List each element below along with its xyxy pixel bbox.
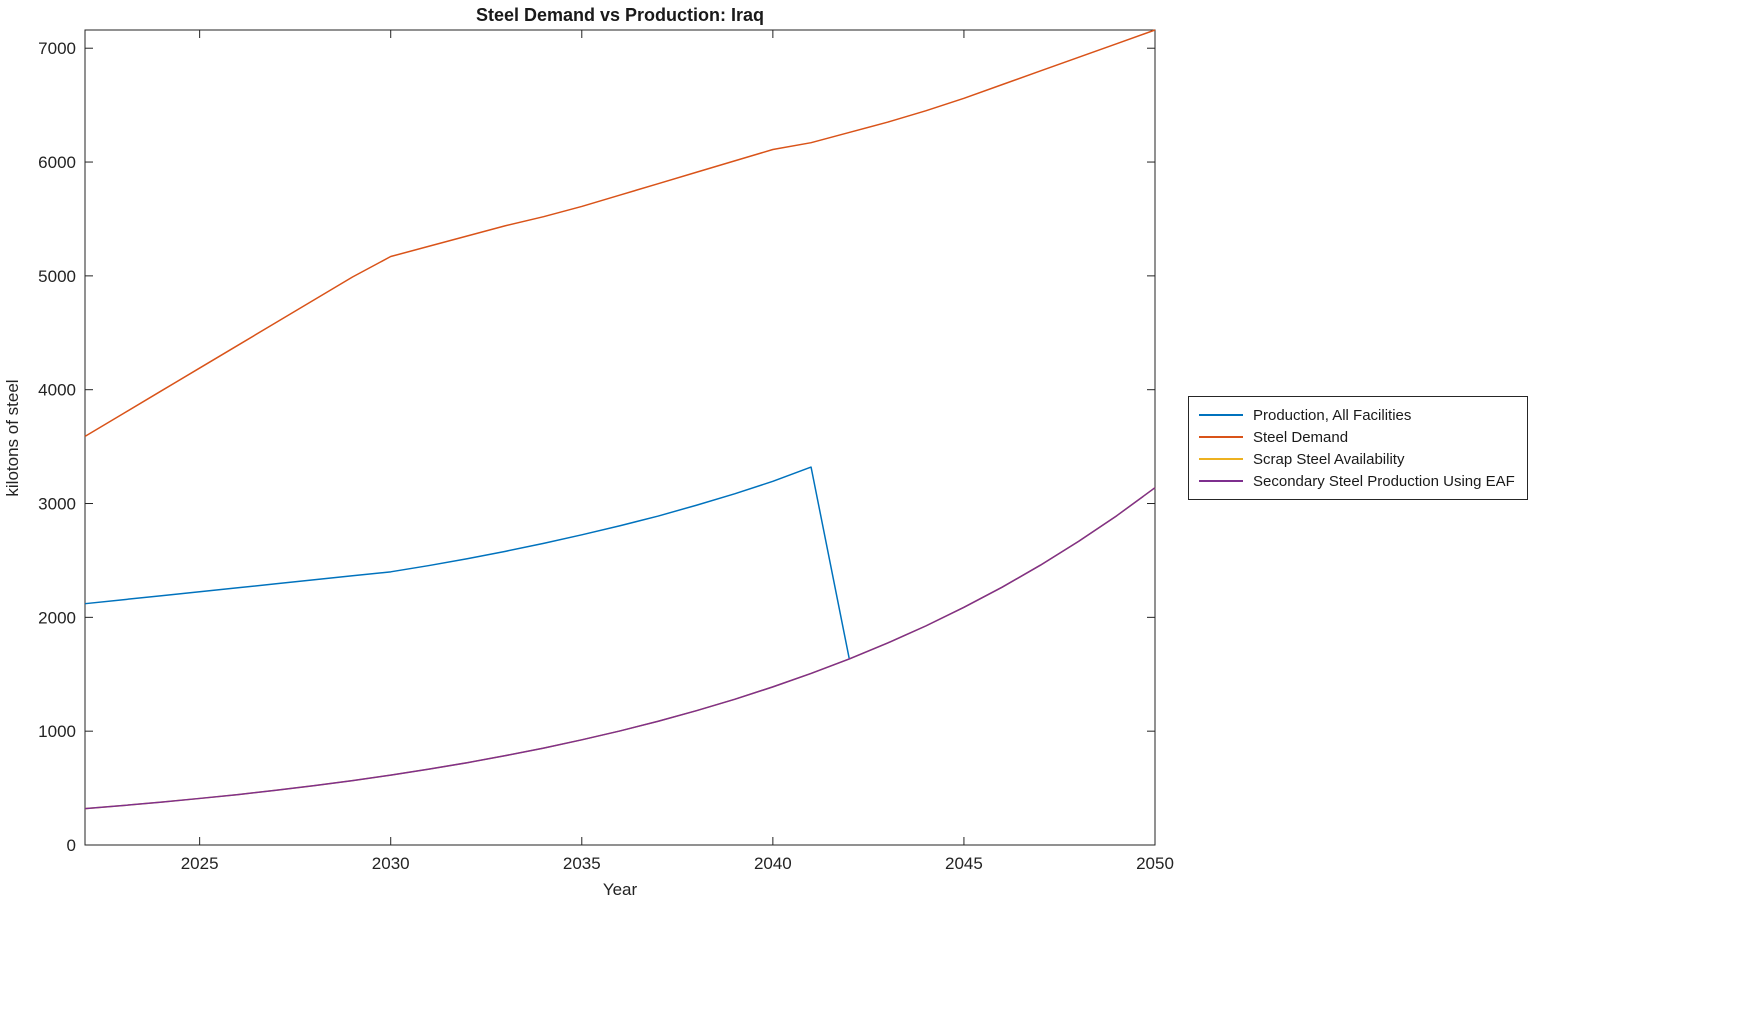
chart-title: Steel Demand vs Production: Iraq (475, 5, 765, 25)
axis-box (84, 29, 1156, 846)
y-axis-label: kilotons of steel (3, 379, 22, 497)
legend-entry-2: Scrap Steel Availability (1199, 448, 1515, 470)
x-tick-label: 2050 (1136, 854, 1174, 873)
legend-line-sample (1199, 414, 1243, 416)
x-tick-label: 2040 (754, 854, 792, 873)
legend-line-sample (1199, 436, 1243, 438)
x-tick-label: 2035 (563, 854, 601, 873)
y-tick-label: 0 (67, 836, 76, 855)
legend-entry-3: Secondary Steel Production Using EAF (1199, 470, 1515, 492)
series-line-0 (84, 466, 851, 660)
y-tick-label: 7000 (38, 39, 76, 58)
y-tick-label: 2000 (38, 608, 76, 627)
x-tick-label: 2025 (181, 854, 219, 873)
y-tick-label: 5000 (38, 267, 76, 286)
legend-line-sample (1199, 458, 1243, 460)
legend-rows: Production, All Facilities Steel Demand Sc… (1199, 404, 1515, 492)
legend-label: Steel Demand (1253, 428, 1349, 446)
legend-label: Scrap Steel Availability (1253, 450, 1405, 468)
y-tick-label: 4000 (38, 381, 76, 400)
series-line-2 (84, 487, 1156, 810)
y-tick-label: 3000 (38, 495, 76, 514)
series-line-3 (84, 487, 1156, 810)
legend-entry-0: Production, All Facilities (1199, 404, 1515, 426)
legend-label: Production, All Facilities (1253, 406, 1412, 424)
legend-line-sample (1199, 480, 1243, 482)
y-tick-label: 1000 (38, 722, 76, 741)
y-tick-label: 6000 (38, 153, 76, 172)
legend-label: Secondary Steel Production Using EAF (1253, 472, 1515, 490)
series-line-1 (84, 29, 1156, 438)
x-axis-label: Year (602, 880, 638, 899)
legend: Production, All Facilities Steel Demand Sc… (1188, 396, 1528, 500)
x-tick-label: 2030 (372, 854, 410, 873)
legend-entry-1: Steel Demand (1199, 426, 1515, 448)
x-tick-label: 2045 (945, 854, 983, 873)
